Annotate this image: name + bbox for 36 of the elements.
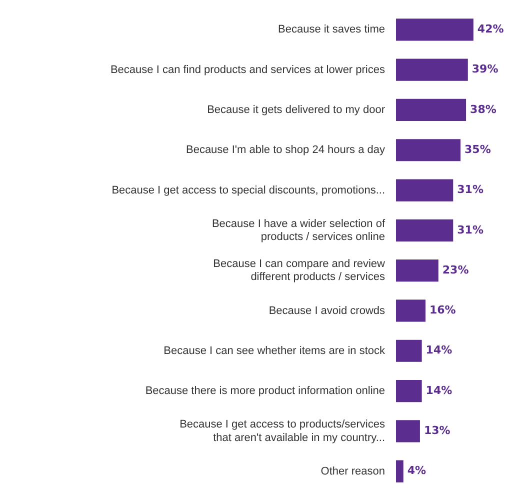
data-label: 14% [426,344,452,357]
bar [396,179,454,202]
y-tick-label: Because I can find products and services at lower prices [110,64,386,76]
y-tick-label: Because I can compare and review different products / services [213,258,386,284]
bar [396,58,468,81]
bar [396,18,474,41]
data-label: 4% [407,464,426,478]
y-tick-label: Because I get access to products/services that aren't available in my country... [180,418,386,444]
y-tick-label: Because I have a wider selection of products / services online [212,218,386,244]
y-tick-label: Because it gets delivered to my door [207,104,386,116]
data-label: 42% [477,22,504,36]
y-tick-label: Because it saves time [278,24,385,36]
data-label: 23% [442,263,469,276]
data-label: 31% [457,223,484,236]
data-label: 13% [424,424,450,438]
bar [396,420,420,442]
data-label: 39% [472,62,498,76]
y-tick-label: Because I avoid crowds [268,304,386,317]
data-label: 38% [470,102,496,116]
bar [396,139,461,162]
data-label: 16% [429,304,456,317]
y-tick-label: Other reason [320,465,385,478]
data-label: 31% [457,183,484,196]
data-label: 35% [464,142,491,156]
bar [396,460,404,482]
bar [396,380,422,402]
y-tick-label: Because there is more product information online [145,385,385,398]
bar [396,219,454,242]
bar [396,98,466,122]
bar [396,340,422,362]
bar [396,260,438,282]
y-tick-label: Because I get access to special discounts, promotions... [112,184,385,196]
y-tick-label: Because I can see whether items are in stock [164,344,386,357]
bar [396,300,426,322]
y-tick-label: Because I'm able to shop 24 hours a day [186,144,386,156]
data-label: 14% [426,384,452,397]
